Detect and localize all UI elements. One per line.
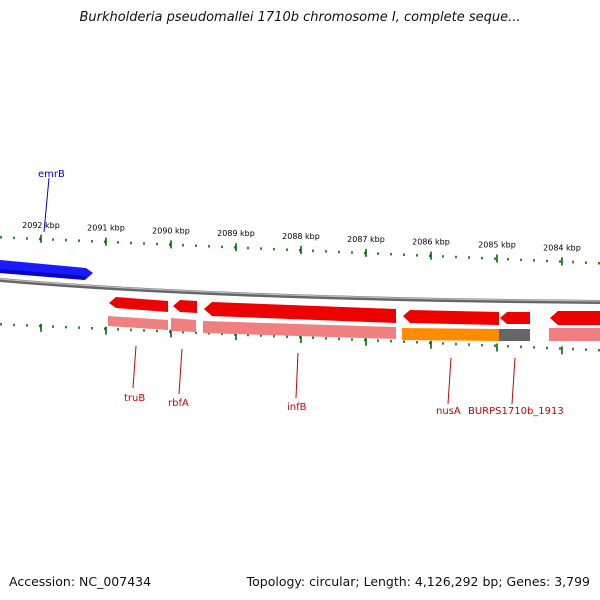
cds-rbfA xyxy=(171,318,196,332)
gene-emrB-shade xyxy=(0,269,86,280)
gene-BURPS1710b_1913[interactable] xyxy=(500,312,530,324)
gene-label-truB[interactable]: truB xyxy=(124,393,145,404)
cds-next xyxy=(549,328,600,341)
tick-label: 2084 kbp xyxy=(543,243,581,252)
tick-label: 2089 kbp xyxy=(217,229,255,238)
rbfA-leader xyxy=(178,348,183,395)
tick-label: 2086 kbp xyxy=(412,238,450,247)
BURPS1710b_1913-leader xyxy=(511,357,516,405)
tick-label: 2085 kbp xyxy=(478,241,516,250)
cds-truB xyxy=(108,316,168,330)
infB-leader xyxy=(295,352,299,399)
tick-label: 2091 kbp xyxy=(87,224,125,233)
emrB-leader xyxy=(43,177,50,233)
cds-nusA xyxy=(402,328,499,341)
topology-summary-text: Topology: circular; Length: 4,126,292 bp… xyxy=(246,574,590,589)
gene-rbfA[interactable] xyxy=(173,300,197,313)
nusA-leader xyxy=(447,357,452,405)
gene-next[interactable] xyxy=(550,311,600,325)
gene-label-emrB[interactable]: emrB xyxy=(38,169,65,180)
map-title: Burkholderia pseudomallei 1710b chromoso… xyxy=(79,10,521,25)
tick-label: 2087 kbp xyxy=(347,235,385,244)
gene-label-BURPS1710b_1913[interactable]: BURPS1710b_1913 xyxy=(468,406,564,417)
outer-tick-ruler xyxy=(0,234,600,266)
sequence-backbone-highlight xyxy=(0,278,600,302)
cds-BURPS1710b_1913 xyxy=(499,329,530,341)
inner-tick-ruler xyxy=(0,323,600,355)
tick-label: 2088 kbp xyxy=(282,232,320,241)
truB-leader xyxy=(132,345,137,389)
gene-nusA[interactable] xyxy=(403,310,499,325)
sequence-backbone xyxy=(0,278,600,304)
gene-label-rbfA[interactable]: rbfA xyxy=(168,398,189,409)
gene-truB[interactable] xyxy=(109,297,168,312)
tick-label: 2092 kbp xyxy=(22,221,60,230)
gene-label-infB[interactable]: infB xyxy=(287,402,307,413)
cds-infB xyxy=(203,321,396,339)
gene-infB[interactable] xyxy=(204,302,396,323)
accession-text: Accession: NC_007434 xyxy=(9,574,152,589)
tick-labels: 2092 kbp 2091 kbp 2090 kbp 2089 kbp 2088 kbp… xyxy=(22,221,581,253)
gene-label-nusA[interactable]: nusA xyxy=(436,406,461,417)
tick-label: 2090 kbp xyxy=(152,226,190,235)
